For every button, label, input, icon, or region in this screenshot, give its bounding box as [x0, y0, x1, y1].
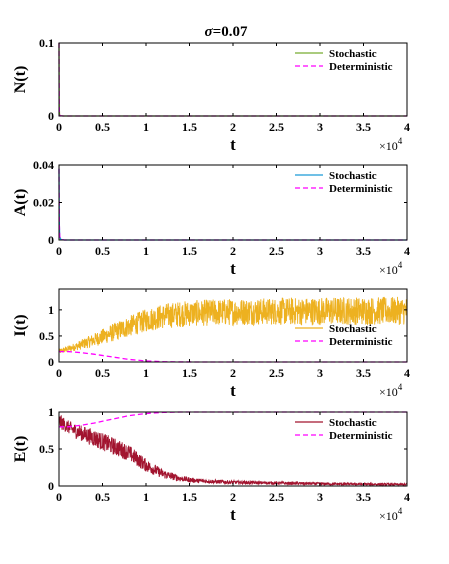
x-tick-label: 1.5 — [182, 366, 197, 380]
y-axis-label: A(t) — [12, 189, 29, 217]
legend-label-deterministic: Deterministic — [329, 336, 393, 348]
x-tick-label: 3 — [317, 366, 323, 380]
y-tick-label: 1 — [48, 405, 54, 419]
y-tick-label: 0.1 — [39, 36, 54, 50]
x-tick-label: 1 — [143, 120, 149, 134]
x-exponent: 4 — [398, 506, 403, 516]
y-tick-label: 0.5 — [39, 329, 54, 343]
x-tick-label: 0 — [56, 120, 62, 134]
y-tick-label: 1 — [48, 303, 54, 317]
x-axis-exponent-label: ×104 — [379, 506, 403, 523]
y-tick-label: 0 — [48, 479, 54, 493]
x-tick-label: 2.5 — [269, 490, 284, 504]
y-tick-label: 0.04 — [33, 158, 54, 172]
x-tick-label: 3.5 — [356, 244, 371, 258]
x-tick-label: 3 — [317, 244, 323, 258]
subplot-at: 0 0.5 1 1.5 2 2.5 3 3.5 400.020.04t ×104A(t)Stoch… — [12, 158, 410, 278]
x-tick-label: 2 — [230, 244, 236, 258]
x-tick-label: 2 — [230, 120, 236, 134]
x-tick-label: 0.5 — [95, 366, 110, 380]
legend-label-stochastic: Stochastic — [329, 170, 377, 182]
x-exponent: 4 — [398, 260, 403, 270]
x-axis-exponent-label: ×104 — [379, 136, 403, 153]
x-tick-label: 2.5 — [269, 366, 284, 380]
y-tick-label: 0 — [48, 109, 54, 123]
x-tick-label: 1.5 — [182, 244, 197, 258]
x-multiplier: ×10 — [379, 385, 398, 399]
x-axis-exponent-label: ×104 — [379, 260, 403, 277]
x-tick-label: 0 — [56, 490, 62, 504]
stochastic-series-line — [58, 415, 408, 488]
legend-label-deterministic: Deterministic — [329, 430, 393, 442]
x-tick-label: 4 — [404, 244, 410, 258]
x-axis-label: t — [230, 259, 236, 278]
x-tick-label: 0.5 — [95, 244, 110, 258]
y-tick-label: 0 — [48, 355, 54, 369]
y-tick-label: 0 — [48, 233, 54, 247]
title-sigma-value: =0.07 — [213, 24, 248, 40]
deterministic-series-line — [59, 411, 407, 428]
x-tick-label: 2.5 — [269, 120, 284, 134]
x-tick-label: 0 — [56, 244, 62, 258]
x-tick-label: 1.5 — [182, 120, 197, 134]
x-tick-label: 3.5 — [356, 366, 371, 380]
x-axis-label: t — [230, 135, 236, 154]
y-tick-label: 0.02 — [33, 196, 54, 210]
x-tick-label: 3 — [317, 490, 323, 504]
x-tick-label: 2 — [230, 366, 236, 380]
x-tick-label: 3.5 — [356, 490, 371, 504]
x-tick-label: 0.5 — [95, 120, 110, 134]
y-axis-label: N(t) — [12, 66, 29, 94]
x-exponent: 4 — [398, 136, 403, 146]
x-tick-label: 4 — [404, 120, 410, 134]
legend-label-stochastic: Stochastic — [329, 417, 377, 429]
x-tick-label: 1 — [143, 490, 149, 504]
x-tick-label: 4 — [404, 366, 410, 380]
legend-label-stochastic: Stochastic — [329, 323, 377, 335]
x-tick-label: 3.5 — [356, 120, 371, 134]
deterministic-series-line — [58, 42, 407, 117]
y-axis-label: I(t) — [12, 314, 29, 336]
x-tick-label: 3 — [317, 120, 323, 134]
legend-label-deterministic: Deterministic — [329, 183, 393, 195]
x-multiplier: ×10 — [379, 139, 398, 153]
x-tick-label: 0.5 — [95, 490, 110, 504]
y-axis-label: E(t) — [12, 436, 29, 463]
x-multiplier: ×10 — [379, 263, 398, 277]
stochastic-series-line — [58, 296, 408, 353]
x-axis-exponent-label: ×104 — [379, 382, 403, 399]
x-tick-label: 2.5 — [269, 244, 284, 258]
x-tick-label: 4 — [404, 490, 410, 504]
x-axis-label: t — [230, 505, 236, 524]
title-sigma-symbol: σ — [205, 24, 214, 40]
x-tick-label: 2 — [230, 490, 236, 504]
x-tick-label: 0 — [56, 366, 62, 380]
figure-title: σ=0.07 — [205, 24, 248, 40]
x-tick-label: 1.5 — [182, 490, 197, 504]
x-tick-label: 1 — [143, 244, 149, 258]
subplot-et: 0 0.5 1 1.5 2 2.5 3 3.5 400.51t ×104E(t)Stochasti… — [12, 405, 410, 524]
deterministic-series-line — [59, 350, 407, 363]
subplot-nt: 0 0.5 1 1.5 2 2.5 3 3.5 400.1t ×104N(t)Stochastic… — [12, 36, 410, 154]
y-tick-label: 0.5 — [39, 442, 54, 456]
x-multiplier: ×10 — [379, 509, 398, 523]
legend-label-deterministic: Deterministic — [329, 61, 393, 73]
x-exponent: 4 — [398, 382, 403, 392]
x-axis-label: t — [230, 381, 236, 400]
x-tick-label: 1 — [143, 366, 149, 380]
legend-label-stochastic: Stochastic — [329, 48, 377, 60]
